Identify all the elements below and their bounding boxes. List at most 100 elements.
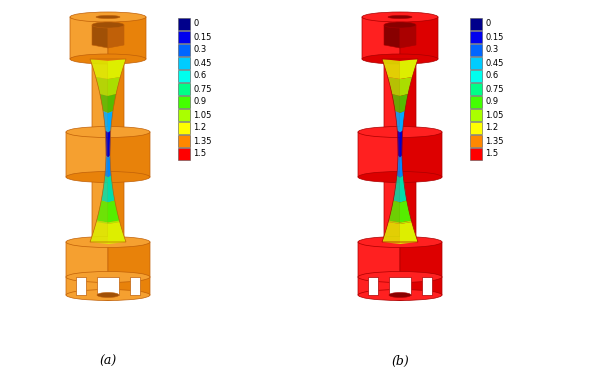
Polygon shape (384, 59, 400, 134)
FancyBboxPatch shape (178, 148, 190, 160)
Polygon shape (108, 59, 126, 79)
Polygon shape (70, 17, 108, 64)
Polygon shape (422, 277, 432, 295)
Polygon shape (389, 201, 400, 222)
Polygon shape (358, 242, 400, 282)
FancyBboxPatch shape (178, 18, 190, 30)
Polygon shape (108, 242, 150, 282)
FancyBboxPatch shape (178, 96, 190, 108)
Polygon shape (100, 94, 108, 113)
Polygon shape (108, 156, 111, 177)
Polygon shape (90, 222, 108, 244)
Polygon shape (400, 177, 416, 244)
Polygon shape (400, 59, 416, 134)
Polygon shape (358, 277, 400, 300)
Polygon shape (400, 94, 408, 113)
Text: 0.45: 0.45 (485, 58, 503, 68)
Text: 0.6: 0.6 (485, 72, 498, 81)
Polygon shape (66, 132, 108, 183)
FancyBboxPatch shape (178, 135, 190, 147)
Polygon shape (400, 242, 442, 282)
Ellipse shape (362, 12, 438, 22)
Ellipse shape (358, 290, 442, 300)
Polygon shape (400, 111, 405, 132)
Polygon shape (66, 277, 108, 300)
Text: 0.9: 0.9 (485, 98, 498, 106)
FancyBboxPatch shape (470, 148, 482, 160)
Polygon shape (388, 77, 400, 96)
Polygon shape (400, 77, 412, 96)
Polygon shape (101, 176, 108, 202)
FancyBboxPatch shape (470, 83, 482, 95)
Polygon shape (108, 111, 113, 132)
Polygon shape (108, 25, 124, 48)
Polygon shape (108, 222, 126, 244)
Polygon shape (393, 176, 400, 202)
Polygon shape (66, 242, 108, 282)
Ellipse shape (358, 237, 442, 248)
FancyBboxPatch shape (178, 122, 190, 134)
Text: 0: 0 (193, 20, 198, 28)
FancyBboxPatch shape (178, 44, 190, 56)
FancyBboxPatch shape (178, 57, 190, 69)
Polygon shape (108, 94, 116, 113)
Ellipse shape (92, 22, 124, 28)
Polygon shape (90, 59, 108, 79)
Ellipse shape (389, 292, 411, 297)
Ellipse shape (358, 171, 442, 183)
Polygon shape (95, 77, 108, 96)
FancyBboxPatch shape (470, 57, 482, 69)
FancyBboxPatch shape (470, 122, 482, 134)
Ellipse shape (66, 272, 150, 282)
FancyBboxPatch shape (178, 109, 190, 121)
Text: 0.15: 0.15 (485, 33, 503, 42)
Ellipse shape (358, 126, 442, 138)
Polygon shape (96, 220, 108, 224)
Text: 1.5: 1.5 (193, 150, 206, 159)
FancyBboxPatch shape (178, 83, 190, 95)
Text: 1.5: 1.5 (485, 150, 498, 159)
Polygon shape (400, 201, 412, 222)
Polygon shape (108, 132, 150, 183)
FancyBboxPatch shape (470, 70, 482, 82)
Polygon shape (362, 17, 400, 64)
Polygon shape (400, 17, 438, 64)
Text: 1.35: 1.35 (193, 136, 212, 146)
Polygon shape (382, 222, 400, 244)
Polygon shape (92, 59, 108, 134)
Polygon shape (105, 130, 108, 158)
Polygon shape (130, 277, 140, 295)
Text: 1.35: 1.35 (485, 136, 503, 146)
Ellipse shape (66, 237, 150, 248)
Ellipse shape (384, 22, 416, 28)
Text: 0.75: 0.75 (193, 84, 212, 93)
Polygon shape (388, 220, 400, 224)
Polygon shape (384, 25, 400, 48)
Ellipse shape (66, 171, 150, 183)
Polygon shape (108, 277, 150, 300)
Polygon shape (76, 277, 86, 295)
Text: 0.9: 0.9 (193, 98, 206, 106)
Text: 0.15: 0.15 (193, 33, 211, 42)
Polygon shape (395, 111, 400, 132)
Polygon shape (389, 277, 411, 295)
Polygon shape (392, 94, 400, 113)
Ellipse shape (96, 15, 120, 19)
Polygon shape (400, 130, 403, 158)
Ellipse shape (66, 126, 150, 138)
Ellipse shape (362, 54, 438, 64)
Polygon shape (400, 176, 407, 202)
FancyBboxPatch shape (470, 96, 482, 108)
Polygon shape (358, 132, 400, 183)
Text: 0.3: 0.3 (485, 45, 498, 54)
FancyBboxPatch shape (470, 135, 482, 147)
Polygon shape (108, 77, 121, 96)
Polygon shape (368, 277, 378, 295)
Polygon shape (92, 177, 108, 244)
Text: 0: 0 (485, 20, 490, 28)
Polygon shape (400, 277, 442, 300)
Polygon shape (108, 220, 120, 224)
FancyBboxPatch shape (178, 70, 190, 82)
Polygon shape (108, 59, 124, 134)
FancyBboxPatch shape (178, 31, 190, 43)
